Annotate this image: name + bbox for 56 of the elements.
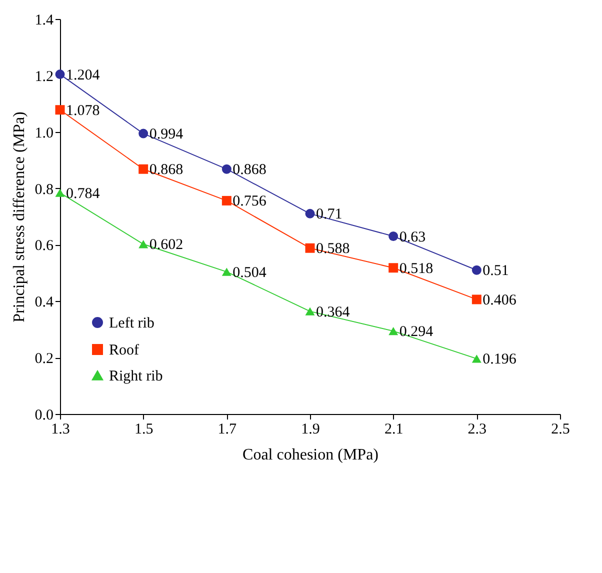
y-tick-label: 0.0	[34, 408, 54, 424]
data-label: 0.868	[232, 162, 266, 178]
data-label: 0.588	[316, 241, 350, 258]
x-tick-label: 2.1	[384, 422, 404, 438]
point	[55, 105, 65, 115]
legend-label: Roof	[109, 342, 140, 358]
point	[138, 164, 148, 174]
x-tick-label: 1.5	[134, 422, 154, 438]
point	[388, 326, 398, 336]
y-tick-label: 0.6	[34, 238, 54, 254]
y-axis-title: Principal stress difference (MPa)	[10, 112, 28, 322]
x-tick-label: 1.3	[51, 422, 70, 438]
data-label: 0.63	[399, 229, 426, 246]
x-tick-label: 1.9	[301, 422, 320, 438]
legend-label: Left rib	[109, 316, 154, 332]
x-axis-title: Coal cohesion (MPa)	[242, 446, 378, 464]
data-label: 0.71	[316, 206, 342, 223]
data-label: 1.204	[66, 67, 100, 84]
y-tick-label: 1.2	[34, 68, 54, 85]
point	[55, 188, 65, 197]
data-label: 0.756	[232, 194, 267, 210]
data-label: 1.078	[66, 102, 100, 119]
point	[388, 232, 398, 241]
point	[138, 240, 148, 248]
data-label: 0.196	[482, 352, 517, 368]
point	[305, 208, 315, 218]
point	[472, 294, 482, 304]
point	[305, 243, 315, 253]
point	[138, 128, 148, 138]
point	[305, 307, 315, 316]
data-label: 0.406	[482, 292, 517, 308]
point	[388, 263, 398, 273]
data-label: 0.294	[399, 324, 434, 340]
data-label: 0.994	[149, 126, 184, 143]
y-tick-label: 1.4	[34, 12, 54, 28]
data-label: 0.784	[66, 186, 100, 202]
point	[222, 268, 232, 276]
point	[55, 70, 65, 80]
point	[222, 164, 232, 174]
data-label: 0.518	[399, 260, 434, 277]
y-tick-label: 0.8	[34, 182, 54, 198]
y-tick-label: 0.4	[34, 294, 54, 311]
point	[472, 265, 482, 275]
data-label: 0.364	[316, 304, 350, 320]
data-label: 0.602	[149, 237, 184, 254]
data-label: 0.504	[232, 264, 267, 281]
y-tick-label: 0.2	[34, 351, 54, 368]
data-label: 0.51	[482, 263, 509, 280]
x-tick-label: 2.5	[551, 422, 570, 438]
point	[472, 354, 482, 363]
legend-label: Right rib	[109, 368, 163, 384]
data-label: 0.868	[149, 162, 184, 178]
point	[222, 196, 232, 206]
x-tick-label: 1.7	[218, 422, 238, 438]
x-tick-label: 2.3	[468, 422, 487, 438]
y-tick-label: 1.0	[34, 125, 54, 142]
